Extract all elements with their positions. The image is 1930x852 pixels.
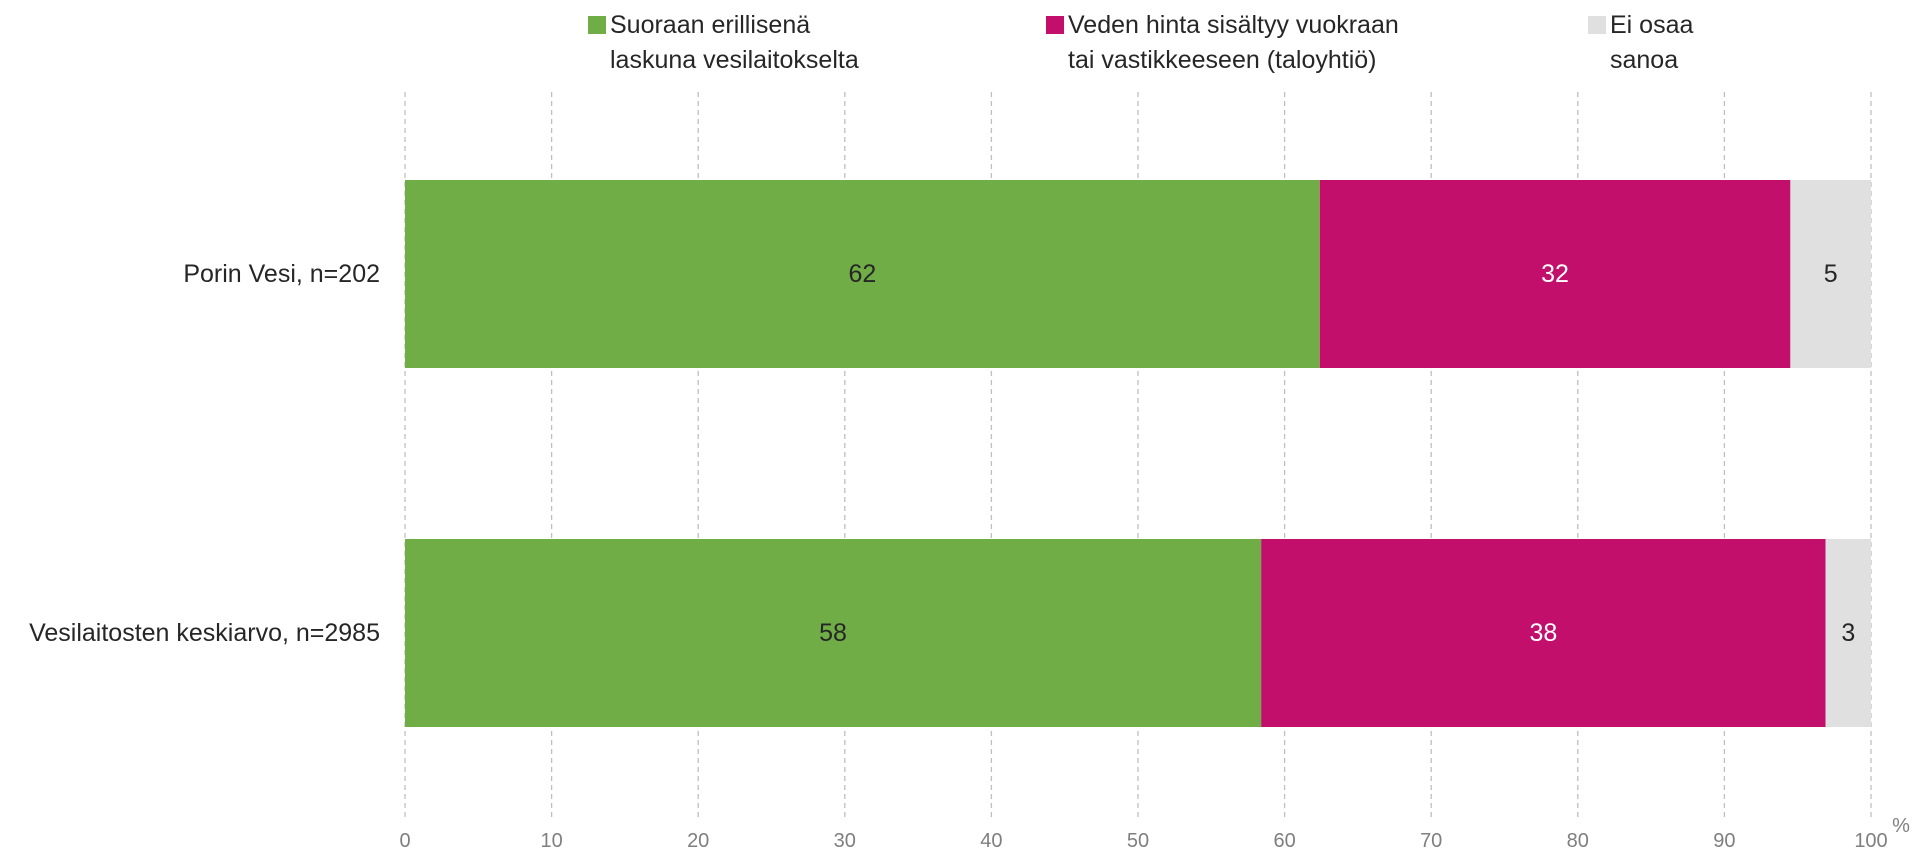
bar-segment — [1790, 180, 1871, 368]
x-tick-label: 40 — [980, 830, 1002, 852]
data-label: 5 — [1824, 260, 1838, 288]
legend-label-direct-bill-line2: laskuna vesilaitokselta — [610, 46, 859, 74]
x-tick-label: 50 — [1127, 830, 1149, 852]
x-tick-label: 10 — [540, 830, 562, 852]
bar-segment — [1825, 539, 1871, 727]
legend-label-included-in-rent-line2: tai vastikkeeseen (taloyhtiö) — [1068, 46, 1377, 74]
x-tick-label: 80 — [1567, 830, 1589, 852]
bar-segment — [1261, 539, 1826, 727]
legend-label-direct-bill-line1: Suoraan erillisenä — [610, 11, 811, 39]
x-tick-label: 0 — [399, 830, 410, 852]
legend-swatch-dont-know — [1588, 16, 1606, 34]
x-tick-label: 20 — [687, 830, 709, 852]
x-tick-label: 30 — [834, 830, 856, 852]
category-label: Vesilaitosten keskiarvo, n=2985 — [29, 619, 380, 647]
legend-swatch-direct-bill — [588, 16, 606, 34]
data-label: 3 — [1841, 619, 1855, 647]
legend-swatch-included-in-rent — [1046, 16, 1064, 34]
x-axis-unit: % — [1892, 815, 1910, 837]
bar-segment — [405, 539, 1262, 727]
legend-label-included-in-rent-line1: Veden hinta sisältyy vuokraan — [1068, 11, 1399, 39]
data-label: 38 — [1529, 619, 1557, 647]
bar-segment — [1319, 180, 1791, 368]
category-label: Porin Vesi, n=202 — [183, 260, 380, 288]
x-tick-label: 70 — [1420, 830, 1442, 852]
x-tick-label: 90 — [1713, 830, 1735, 852]
x-tick-label: 60 — [1273, 830, 1295, 852]
data-label: 62 — [848, 260, 876, 288]
legend-label-dont-know-line1: Ei osaa — [1610, 11, 1694, 39]
x-tick-label: 100 — [1854, 830, 1887, 852]
bar-segment — [405, 180, 1320, 368]
data-label: 58 — [819, 619, 847, 647]
data-label: 32 — [1541, 260, 1569, 288]
legend-label-dont-know-line2: sanoa — [1610, 46, 1679, 74]
